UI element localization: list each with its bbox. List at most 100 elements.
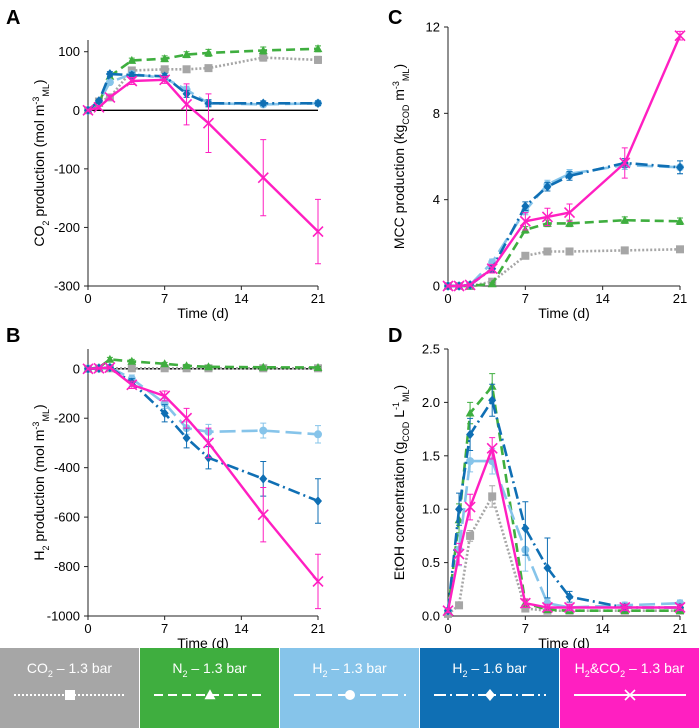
- data-point: [160, 364, 169, 373]
- data-point: [93, 101, 105, 113]
- data-point: [204, 48, 213, 57]
- series-h2_16: [84, 69, 322, 116]
- legend-marker: [204, 689, 216, 700]
- data-point: [259, 53, 268, 62]
- data-point: [464, 501, 476, 513]
- x-tick-label: 21: [673, 621, 687, 636]
- data-point: [204, 64, 213, 73]
- y-axis-label: H2 production (mol m-3ML): [31, 404, 51, 560]
- data-point: [486, 263, 498, 275]
- legend-label: CO2 – 1.3 bar: [0, 660, 139, 679]
- data-point: [258, 45, 268, 54]
- legend-marker: [345, 690, 355, 700]
- data-point: [182, 65, 191, 74]
- x-tick-label: 7: [161, 291, 168, 306]
- series-co2: [444, 245, 684, 290]
- data-point: [312, 575, 324, 587]
- data-point: [466, 429, 475, 440]
- data-point: [313, 362, 323, 371]
- legend-label-part: H: [452, 660, 463, 676]
- data-point: [159, 74, 171, 86]
- x-tick-label: 7: [161, 621, 168, 636]
- x-tick-label: 21: [311, 291, 325, 306]
- x-tick-label: 0: [444, 621, 451, 636]
- y-axis-label: CO2 production (mol m-3ML): [31, 79, 51, 246]
- panel-c: C 0 7 14 21 0 4 8 12 Time (d) MCC production (kgCO…: [388, 7, 687, 321]
- data-point: [488, 492, 497, 501]
- legend-label-part: N: [172, 660, 183, 676]
- series-line: [446, 398, 680, 611]
- data-point: [519, 597, 531, 609]
- series-line: [448, 35, 682, 288]
- data-point: [541, 601, 553, 614]
- y-tick-label: 12: [426, 20, 440, 35]
- legend-label-part: 2: [182, 668, 188, 679]
- series-n2: [83, 354, 323, 373]
- data-point: [202, 117, 215, 129]
- data-point: [521, 251, 530, 260]
- legend-label: H2&CO2 – 1.3 bar: [560, 660, 699, 679]
- data-point: [105, 78, 114, 87]
- legend-label-part: CO: [26, 660, 48, 676]
- data-point: [82, 363, 94, 375]
- data-point: [465, 408, 475, 417]
- legend-label-part: 2: [584, 668, 590, 679]
- data-point: [259, 473, 268, 484]
- series-line: [446, 447, 680, 611]
- legend-label-part: H: [312, 660, 323, 676]
- legend-label: N2 – 1.3 bar: [140, 660, 279, 679]
- y-axis-label: MCC production (kgCOD m-3ML): [391, 64, 411, 249]
- x-tick-label: 7: [522, 291, 529, 306]
- y-tick-label: 8: [433, 106, 440, 121]
- legend-label: H2 – 1.3 bar: [280, 660, 419, 679]
- legend-marker: [624, 689, 636, 701]
- data-point: [486, 442, 498, 454]
- series-co2: [444, 485, 684, 618]
- data-point: [676, 162, 684, 173]
- data-point: [675, 216, 685, 225]
- legend-label-part: – 1.3 bar: [187, 660, 247, 676]
- data-point: [126, 75, 138, 87]
- data-point: [181, 412, 193, 424]
- series-line: [87, 366, 319, 503]
- data-point: [127, 55, 137, 64]
- data-point: [182, 361, 191, 370]
- legend-label: H2 – 1.6 bar: [420, 660, 559, 679]
- legend-label-part: 2: [322, 668, 328, 679]
- data-point: [521, 201, 530, 211]
- data-point: [442, 280, 454, 292]
- x-tick-label: 21: [673, 291, 687, 306]
- data-point: [182, 433, 191, 443]
- data-point: [453, 280, 465, 292]
- y-axis-label: EtOH concentration (gCOD L-1ML): [391, 385, 411, 580]
- legend-item-h2_13: H2 – 1.3 bar: [279, 648, 419, 728]
- data-point: [181, 98, 193, 110]
- data-point: [104, 91, 116, 103]
- data-point: [563, 601, 576, 614]
- data-point: [565, 218, 574, 227]
- x-tick-label: 14: [595, 621, 609, 636]
- data-point: [453, 548, 465, 560]
- data-point: [565, 171, 574, 181]
- data-point: [563, 207, 576, 219]
- legend-label-part: 2: [47, 668, 53, 679]
- data-point: [259, 98, 268, 109]
- data-point: [160, 359, 170, 368]
- x-tick-label: 21: [311, 621, 325, 636]
- y-tick-label: 0.0: [422, 609, 440, 624]
- y-tick-label: 0: [73, 103, 80, 118]
- y-tick-label: -100: [54, 161, 80, 176]
- data-point: [519, 215, 531, 227]
- data-point: [127, 356, 137, 365]
- data-point: [543, 563, 552, 573]
- data-point: [487, 279, 497, 288]
- legend-swatch: [294, 690, 406, 700]
- series-line: [447, 495, 680, 615]
- data-point: [543, 181, 552, 192]
- series-line: [446, 385, 680, 613]
- legend-label-part: – 1.3 bar: [52, 660, 113, 676]
- data-point: [543, 247, 552, 256]
- legend-label-part: – 1.3 bar: [327, 660, 387, 676]
- x-tick-label: 14: [595, 291, 609, 306]
- series-h2co2: [82, 361, 324, 610]
